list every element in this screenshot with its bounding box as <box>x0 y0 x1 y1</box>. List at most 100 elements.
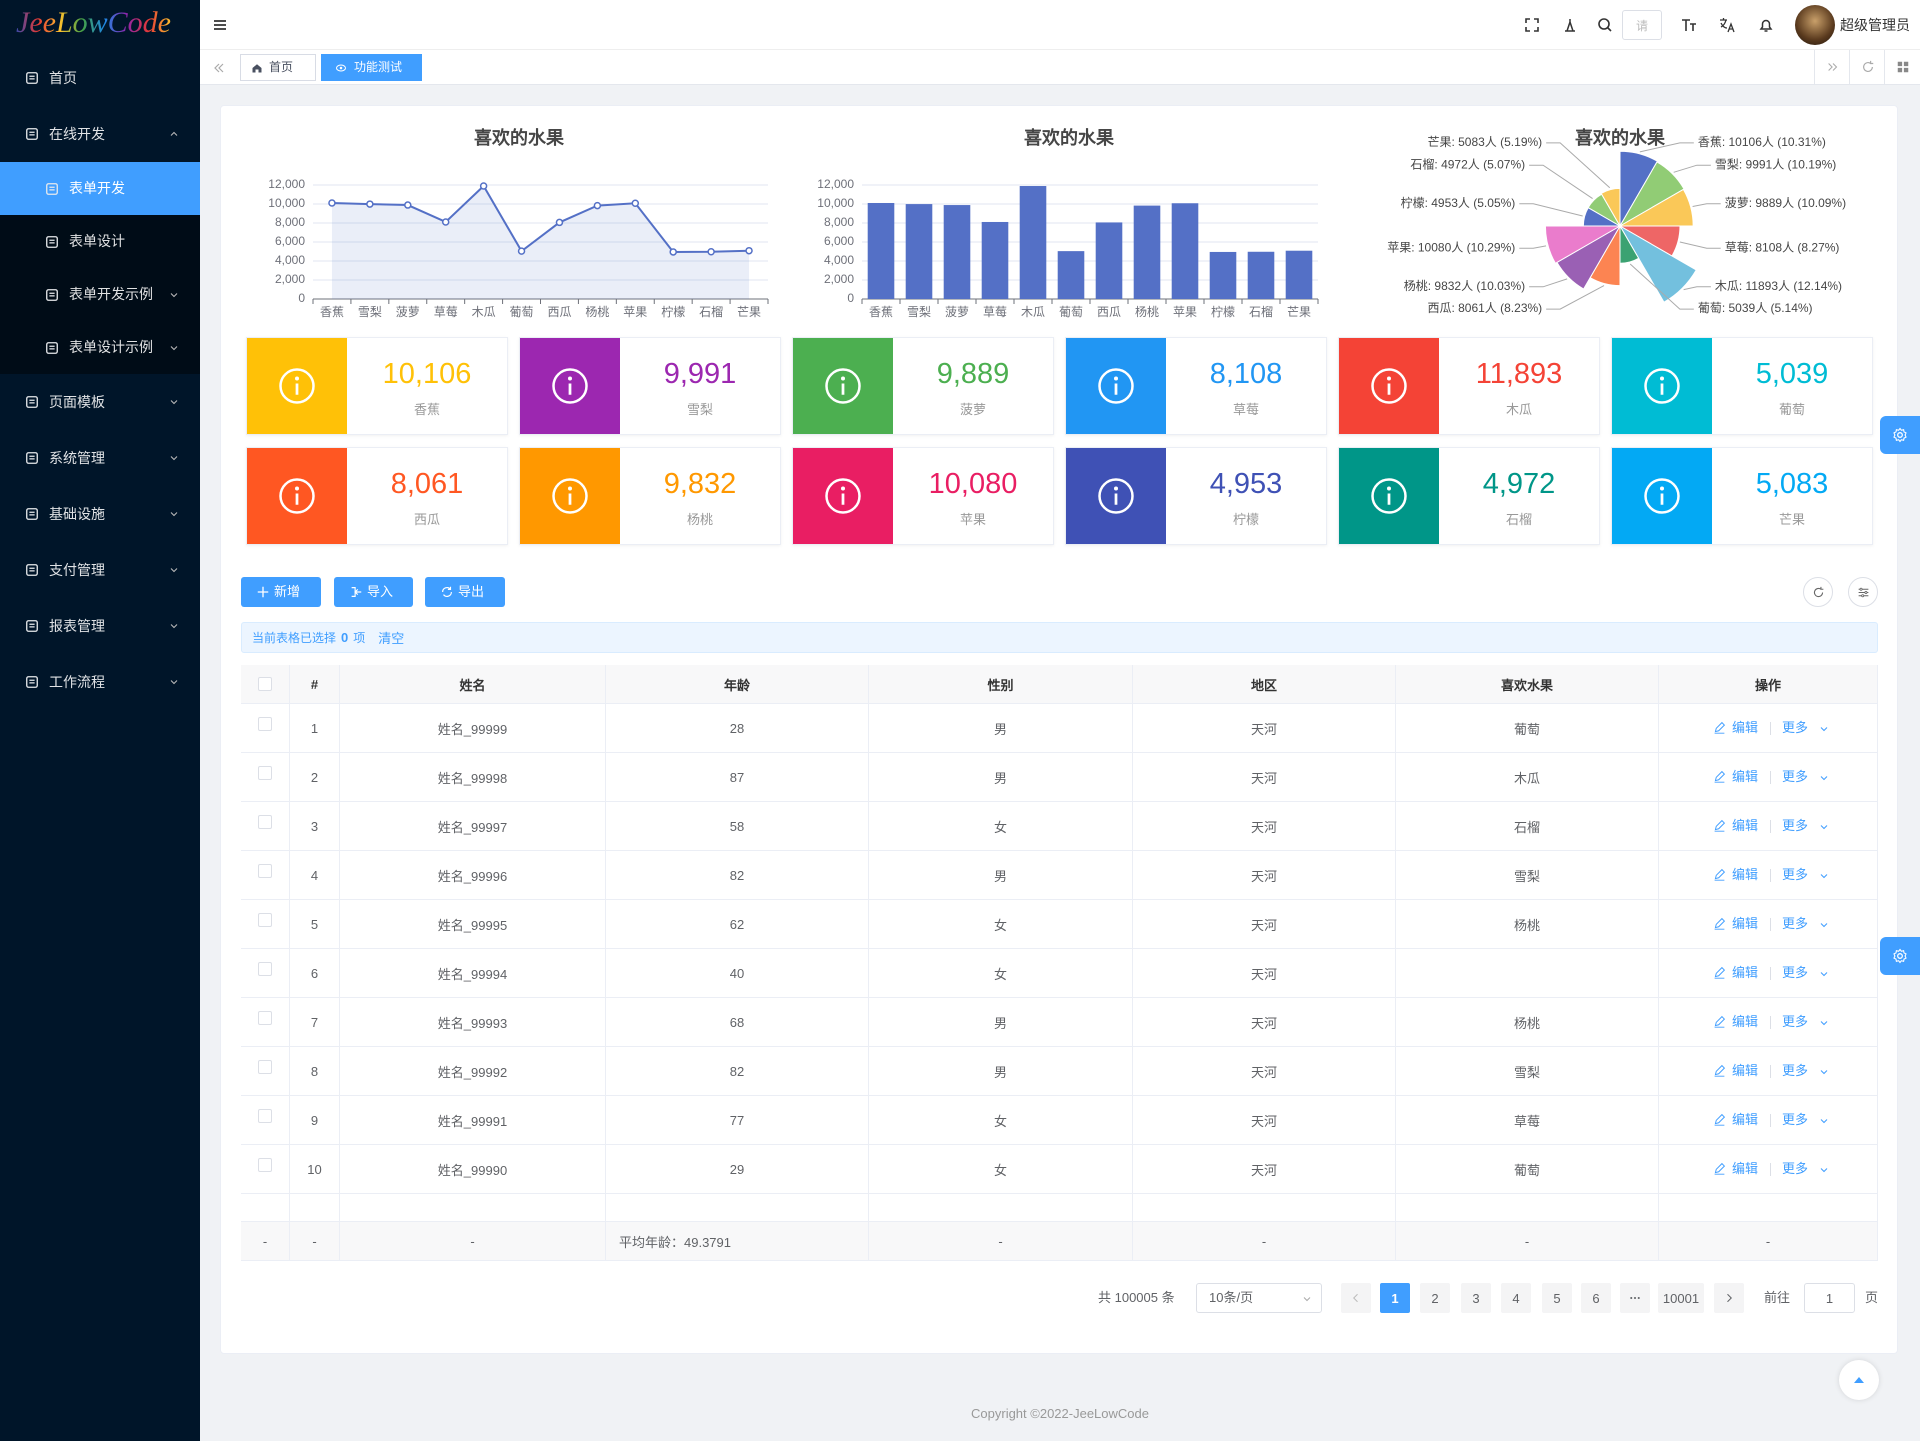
edit-action[interactable]: 编辑 <box>1732 1014 1759 1029</box>
more-action[interactable]: 更多 <box>1782 916 1809 931</box>
edit-icon <box>1714 868 1726 881</box>
menu-item[interactable]: 系统管理 <box>0 430 200 486</box>
chevron <box>170 456 178 461</box>
more-action[interactable]: 更多 <box>1782 818 1809 833</box>
search-input[interactable]: 请 <box>1622 10 1662 40</box>
checkbox[interactable] <box>258 913 272 927</box>
checkbox[interactable] <box>258 677 272 691</box>
user-name[interactable]: 超级管理员 <box>1840 17 1910 33</box>
row-cell: 天河 <box>1133 802 1396 851</box>
toolbar-button[interactable]: 导出 <box>425 577 505 607</box>
menu-item[interactable]: 页面模板 <box>0 374 200 430</box>
edit-action[interactable]: 编辑 <box>1732 818 1759 833</box>
tab-tool[interactable] <box>1849 50 1885 85</box>
row-cell: 女 <box>869 1145 1133 1194</box>
edit-action[interactable]: 编辑 <box>1732 867 1759 882</box>
goto-label: 前往 <box>1764 1290 1791 1305</box>
header-icon <box>1759 19 1773 32</box>
menu-item[interactable]: 基础设施 <box>0 486 200 542</box>
menu-item[interactable]: 表单设计 <box>0 215 200 268</box>
settings-float[interactable] <box>1880 416 1920 454</box>
toolbar-button[interactable]: 新增 <box>241 577 321 607</box>
page-button[interactable]: 10001 <box>1658 1283 1704 1313</box>
menu-item[interactable]: 报表管理 <box>0 598 200 654</box>
page-button[interactable] <box>1341 1283 1371 1313</box>
edit-action[interactable]: 编辑 <box>1732 1112 1759 1127</box>
page-button[interactable]: 1 <box>1380 1283 1410 1313</box>
row-cell: 7 <box>290 998 340 1047</box>
edit-icon <box>1714 917 1726 930</box>
menu-label: 基础设施 <box>49 506 105 522</box>
edit-action[interactable]: 编辑 <box>1732 1063 1759 1078</box>
page-button[interactable]: 6 <box>1581 1283 1611 1313</box>
tab[interactable]: 首页 <box>240 54 316 81</box>
menu-item[interactable]: 表单设计示例 <box>0 321 200 374</box>
tab[interactable]: 功能测试 <box>321 54 422 81</box>
menu-item[interactable]: 支付管理 <box>0 542 200 598</box>
checkbox[interactable] <box>258 962 272 976</box>
row-cell: 石榴 <box>1396 802 1659 851</box>
more-action[interactable]: 更多 <box>1782 1112 1809 1127</box>
row-cell: 82 <box>606 1047 869 1096</box>
tool-circle[interactable] <box>1848 577 1878 607</box>
more-action[interactable]: 更多 <box>1782 1014 1809 1029</box>
menu-item[interactable]: 工作流程 <box>0 654 200 710</box>
checkbox[interactable] <box>258 717 272 731</box>
menu-label: 页面模板 <box>49 394 105 410</box>
menu-item[interactable]: 在线开发 <box>0 106 200 162</box>
row-cell: 62 <box>606 900 869 949</box>
tab-tool[interactable] <box>1884 50 1920 85</box>
edit-action[interactable]: 编辑 <box>1732 965 1759 980</box>
selection-clear[interactable]: 清空 <box>378 631 405 646</box>
summary-cell: - <box>1396 1222 1659 1261</box>
menu-icon <box>26 564 38 576</box>
more-action[interactable]: 更多 <box>1782 1063 1809 1078</box>
checkbox[interactable] <box>258 1060 272 1074</box>
checkbox[interactable] <box>258 1011 272 1025</box>
tab-tool[interactable] <box>1814 50 1850 85</box>
checkbox[interactable] <box>258 1158 272 1172</box>
action-separator <box>1770 820 1771 833</box>
toolbar-button[interactable]: 导入 <box>334 577 413 607</box>
stat-icon-block <box>1066 338 1166 434</box>
page-button[interactable]: 3 <box>1461 1283 1491 1313</box>
checkbox[interactable] <box>258 766 272 780</box>
page-button[interactable]: 4 <box>1501 1283 1531 1313</box>
checkbox[interactable] <box>258 864 272 878</box>
action-separator <box>1770 1016 1771 1029</box>
back-top[interactable] <box>1839 1360 1879 1400</box>
row-cell: 40 <box>606 949 869 998</box>
checkbox[interactable] <box>258 815 272 829</box>
more-action[interactable]: 更多 <box>1782 1161 1809 1176</box>
edit-action[interactable]: 编辑 <box>1732 916 1759 931</box>
tool-icon <box>1858 587 1869 598</box>
menu-icon <box>46 288 58 301</box>
more-action[interactable]: 更多 <box>1782 965 1809 980</box>
row-cell: 姓名_99996 <box>340 851 606 900</box>
more-action[interactable]: 更多 <box>1782 720 1809 735</box>
more-action[interactable]: 更多 <box>1782 867 1809 882</box>
avatar[interactable] <box>1795 5 1835 45</box>
edit-action[interactable]: 编辑 <box>1732 1161 1759 1176</box>
stat-card: 5,083 芒果 <box>1611 447 1873 545</box>
edit-action[interactable]: 编辑 <box>1732 769 1759 784</box>
header-cell: 性别 <box>869 665 1133 704</box>
tab-label: 功能测试 <box>354 60 403 74</box>
page-unit: 页 <box>1865 1290 1879 1305</box>
chevron <box>1820 1070 1828 1075</box>
goto-input[interactable]: 1 <box>1804 1283 1855 1313</box>
page-button[interactable]: 2 <box>1420 1283 1450 1313</box>
page-button[interactable]: 5 <box>1542 1283 1572 1313</box>
stat-label: 苹果 <box>959 512 986 527</box>
tab-prev <box>214 63 224 73</box>
settings-float[interactable] <box>1880 937 1920 975</box>
menu-item[interactable]: 首页 <box>0 50 200 106</box>
page-size[interactable]: 10条/页 <box>1196 1283 1322 1313</box>
menu-item[interactable]: 表单开发示例 <box>0 268 200 321</box>
menu-item[interactable]: 表单开发 <box>0 162 200 215</box>
checkbox[interactable] <box>258 1109 272 1123</box>
edit-action[interactable]: 编辑 <box>1732 720 1759 735</box>
page-button[interactable] <box>1714 1283 1744 1313</box>
more-action[interactable]: 更多 <box>1782 769 1809 784</box>
tool-circle[interactable] <box>1803 577 1833 607</box>
